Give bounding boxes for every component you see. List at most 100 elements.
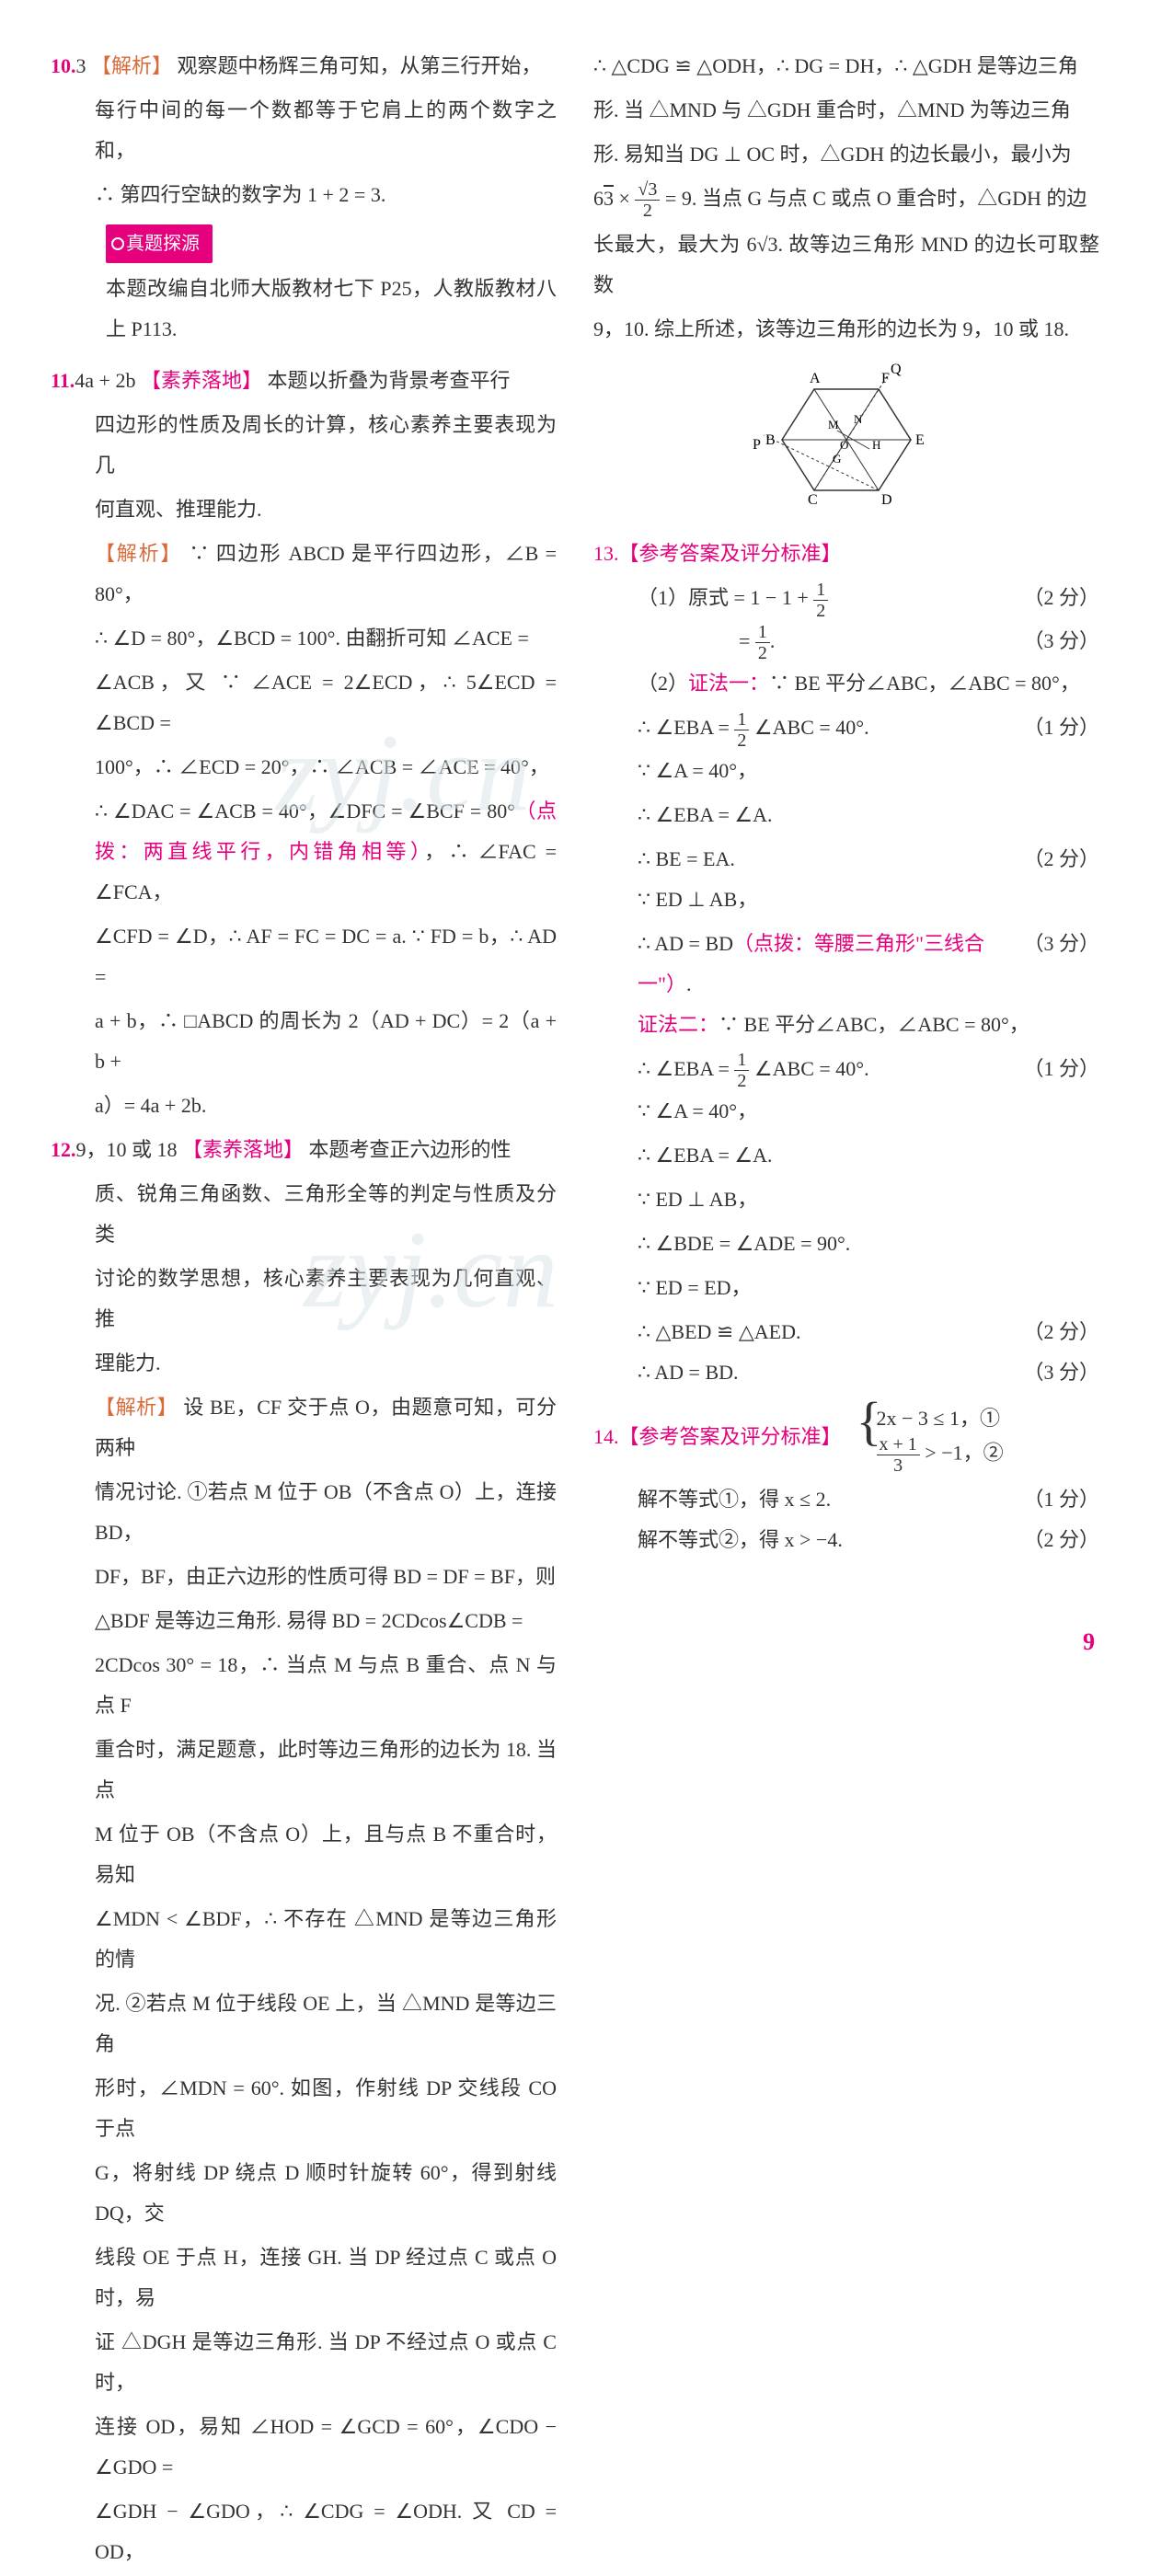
- q13-sc5: （2 分）: [1023, 1312, 1099, 1352]
- q12-l1: 本题考查正六边形的性: [309, 1138, 512, 1161]
- q13-m7a: ∴ AD = BD: [638, 932, 733, 955]
- hexagon-diagram: A F E D C B P Q M N O G H: [745, 357, 948, 523]
- r-t1: ∴ △CDG ≌ △ODH，∴ DG = DH，∴ △GDH 是等边三角: [593, 46, 1099, 86]
- q12-j14: 连接 OD，易知 ∠HOD = ∠GCD = 60°，∠CDO − ∠GDO =: [51, 2407, 557, 2488]
- label-C: C: [808, 492, 818, 508]
- r-t4: 63 × √32 = 9. 当点 G 与点 C 或点 O 重合时，△GDH 的边: [593, 178, 1099, 221]
- sys-line2: x + 13 > −1，②: [877, 1434, 1004, 1476]
- q14-head: 14.【参考答案及评分标准】: [593, 1425, 842, 1448]
- sys-fraction: x + 13: [877, 1434, 920, 1476]
- q12-j12: 线段 OE 于点 H，连接 GH. 当 DP 经过点 C 或点 O 时，易: [51, 2237, 557, 2318]
- q13-m2b: ∠ABC = 40°.: [754, 716, 869, 739]
- q14-sc1: （1 分）: [1023, 1479, 1099, 1520]
- inequality-system: 2x − 3 ≤ 1，① x + 13 > −1，②: [862, 1402, 1004, 1476]
- q13-m14: ∵ ED = ED，: [593, 1268, 1099, 1308]
- sys-tail: > −1，②: [920, 1442, 1004, 1465]
- q12-j5: 2CDcos 30° = 18，∴ 当点 M 与点 B 重合、点 N 与点 F: [51, 1645, 557, 1726]
- half-fraction: 12: [813, 580, 828, 621]
- q13-m15: ∴ △BED ≌ △AED. （2 分）: [593, 1312, 1099, 1352]
- q13-m15t: ∴ △BED ≌ △AED.: [638, 1312, 1023, 1352]
- q13-m12: ∵ ED ⊥ AB，: [593, 1179, 1099, 1220]
- q13-p1-text1: （1）原式 = 1 − 1 +: [638, 586, 809, 609]
- q13-m7: ∴ AD = BD（点拨：等腰三角形"三线合一"）. （3 分）: [593, 924, 1099, 1005]
- q14-sc2: （2 分）: [1023, 1520, 1099, 1560]
- sys-line1: 2x − 3 ≤ 1，①: [877, 1402, 1004, 1434]
- right-column: ∴ △CDG ≌ △ODH，∴ DG = DH，∴ △GDH 是等边三角 形. …: [593, 46, 1099, 2576]
- q11-j3: ∠ACB，又 ∵ ∠ACE = 2∠ECD，∴ 5∠ECD = ∠BCD =: [51, 662, 557, 743]
- q13-m3: ∵ ∠A = 40°，: [593, 751, 1099, 791]
- r-t2: 形. 当 △MND 与 △GDH 重合时，△MND 为等边三角: [593, 90, 1099, 131]
- label-F: F: [881, 371, 890, 386]
- q12-j9: 况. ②若点 M 位于线段 OE 上，当 △MND 是等边三角: [51, 1984, 557, 2064]
- r-t5: 长最大，最大为 6√3. 故等边三角形 MND 的边长可取整数: [593, 224, 1099, 305]
- q11-j5: ∴ ∠DAC = ∠ACB = 40°，∠DFC = ∠BCF = 80°: [95, 799, 515, 822]
- q13-m6: ∵ ED ⊥ AB，: [593, 880, 1099, 920]
- q13-m8b: ∵ BE 平分∠ABC，∠ABC = 80°，: [719, 1013, 1029, 1036]
- label-O: O: [840, 438, 848, 452]
- q12-l2: 质、锐角三角函数、三角形全等的判定与性质及分类: [51, 1174, 557, 1255]
- q12-j11: G，将射线 DP 绕点 D 顺时针旋转 60°，得到射线 DQ，交: [51, 2153, 557, 2234]
- q12-j2: 情况讨论. ①若点 M 位于 OB（不含点 O）上，连接 BD，: [51, 1472, 557, 1553]
- q11-l2: 四边形的性质及周长的计算，核心素养主要表现为几: [51, 405, 557, 486]
- q11-head: 11.4a + 2b 【素养落地】 本题以折叠为背景考查平行: [51, 361, 557, 401]
- r-t4a: 6: [593, 187, 604, 210]
- q12-j13: 证 △DGH 是等边三角形. 当 DP 不经过点 O 或点 C 时，: [51, 2322, 557, 2403]
- label-Q: Q: [891, 362, 902, 377]
- r-t6: 9，10. 综上所述，该等边三角形的边长为 9，10 或 18.: [593, 309, 1099, 350]
- q12-j4: △BDF 是等边三角形. 易得 BD = 2CDcos∠CDB =: [51, 1601, 557, 1641]
- q12-j8: ∠MDN < ∠BDF，∴ 不存在 △MND 是等边三角形的情: [51, 1899, 557, 1980]
- q13-m2: ∴ ∠EBA = 12 ∠ABC = 40°. （1 分）: [593, 707, 1099, 750]
- q10-answer: 3: [76, 54, 86, 77]
- q13-p2-m1: （2）证法一：∵ BE 平分∠ABC，∠ABC = 80°，: [593, 663, 1099, 704]
- origin-badge: 真题探源: [106, 224, 213, 263]
- q13-m1b: ∵ BE 平分∠ABC，∠ABC = 80°，: [769, 672, 1080, 695]
- q13-score1: （2 分）: [1023, 578, 1099, 618]
- q10-text1: 观察题中杨辉三角可知，从第三行开始，: [178, 54, 542, 77]
- q13-m16t: ∴ AD = BD.: [638, 1352, 1023, 1393]
- method2-tag: 证法二：: [638, 1013, 719, 1036]
- skill-tag: 【素养落地】: [141, 369, 262, 392]
- q12-j7: M 位于 OB（不含点 O）上，且与点 B 不重合时，易知: [51, 1814, 557, 1895]
- q14-l1t: 解不等式①，得 x ≤ 2.: [638, 1479, 1023, 1520]
- q12-j6: 重合时，满足题意，此时等边三角形的边长为 18. 当点: [51, 1730, 557, 1811]
- origin-text: 本题改编自北师大版教材七下 P25，人教版教材八上 P113.: [51, 269, 557, 350]
- label-N: N: [854, 412, 863, 426]
- q12-l3: 讨论的数学思想，核心素养主要表现为几何直观、推: [51, 1259, 557, 1340]
- q13-m4: ∴ ∠EBA = ∠A.: [593, 795, 1099, 835]
- q11-answer: 4a + 2b: [75, 369, 135, 392]
- q13-p1-l1: （1）原式 = 1 − 1 + 12 （2 分）: [593, 578, 1099, 620]
- analysis-tag: 【解析】: [95, 542, 182, 565]
- q13-m9: ∴ ∠EBA = 12 ∠ABC = 40°. （1 分）: [593, 1049, 1099, 1091]
- q11-j4: 100°，∴ ∠ECD = 20°，∴ ∠ACB = ∠ACE = 40°，: [51, 747, 557, 788]
- q11-j9: a）= 4a + 2b.: [51, 1086, 557, 1126]
- q13-sc1: （1 分）: [1023, 707, 1099, 748]
- q12-analysis: 【解析】 设 BE，CF 交于点 O，由题意可知，可分两种: [51, 1387, 557, 1468]
- q11-analysis: 【解析】 ∵ 四边形 ABCD 是平行四边形，∠B = 80°，: [51, 534, 557, 615]
- q13-sc6: （3 分）: [1023, 1352, 1099, 1393]
- label-D: D: [881, 492, 892, 508]
- half-fraction: 12: [734, 1050, 749, 1091]
- q12-j10: 形时，∠MDN = 60°. 如图，作射线 DP 交线段 CO 于点: [51, 2068, 557, 2149]
- q10-text2: 每行中间的每一个数都等于它肩上的两个数字之和，: [51, 90, 557, 171]
- r-t3: 形. 易知当 DG ⊥ OC 时，△GDH 的边长最小，最小为: [593, 134, 1099, 175]
- label-B: B: [765, 432, 776, 448]
- q13-head: 13.【参考答案及评分标准】: [593, 534, 1099, 574]
- page-number: 9: [1083, 1618, 1095, 1666]
- q13-m5t: ∴ BE = EA.: [638, 839, 1023, 880]
- q13-score2: （3 分）: [1023, 621, 1099, 661]
- label-E: E: [915, 432, 925, 448]
- two-columns: 10.3 【解析】 观察题中杨辉三角可知，从第三行开始， 每行中间的每一个数都等…: [51, 46, 1099, 2576]
- half-fraction: 12: [734, 709, 749, 751]
- q12-head: 12.9，10 或 18 【素养落地】 本题考查正六边形的性: [51, 1130, 557, 1170]
- q10-text3: ∴ 第四行空缺的数字为 1 + 2 = 3.: [51, 175, 557, 215]
- half-fraction: 12: [755, 622, 770, 663]
- q13-m5: ∴ BE = EA. （2 分）: [593, 839, 1099, 880]
- q13-m10: ∵ ∠A = 40°，: [593, 1091, 1099, 1132]
- analysis-tag: 【解析】: [91, 54, 172, 77]
- q12-number: 12.: [51, 1138, 76, 1161]
- q13-sc2: （2 分）: [1023, 839, 1099, 880]
- q13-sc3: （3 分）: [1023, 924, 1099, 964]
- label-A: A: [810, 371, 821, 386]
- q11-l1: 本题以折叠为背景考查平行: [267, 369, 510, 392]
- q11-j2: ∴ ∠D = 80°，∠BCD = 100°. 由翻折可知 ∠ACE =: [51, 618, 557, 659]
